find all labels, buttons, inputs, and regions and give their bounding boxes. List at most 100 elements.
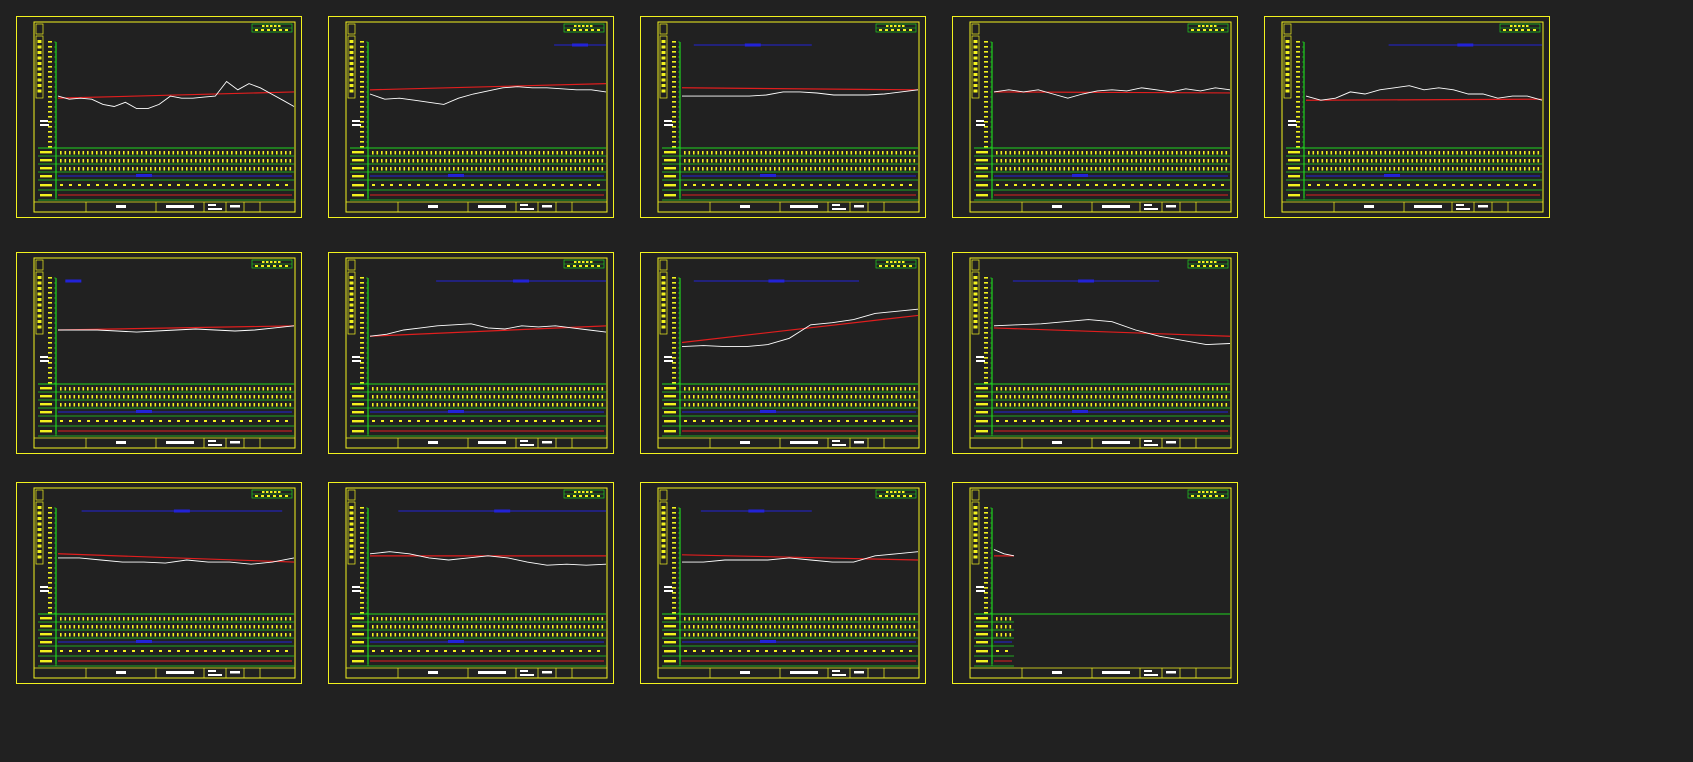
- tick-label: [672, 101, 676, 103]
- table-cell-text: [258, 167, 260, 171]
- table-cell-text: [814, 403, 817, 407]
- table-cell-text: [769, 625, 772, 629]
- table-cell-text: [204, 420, 207, 422]
- tick-label: [672, 56, 676, 58]
- table-cell-text: [1225, 167, 1228, 171]
- table-cell-text: [390, 159, 392, 163]
- scale-note: [352, 586, 360, 588]
- table-cell-text: [1140, 151, 1142, 155]
- table-cell-text: [900, 403, 902, 407]
- drawing-sheet[interactable]: [16, 482, 322, 698]
- table-cell-text: [258, 420, 261, 422]
- table-cell-text: [457, 403, 460, 407]
- table-cell-text: [145, 387, 148, 391]
- table-cell-text: [547, 395, 550, 399]
- table-cell-text: [213, 403, 215, 407]
- table-cell-text: [1131, 151, 1133, 155]
- table-cell-text: [697, 617, 700, 621]
- tick-label: [360, 372, 364, 374]
- table-cell-text: [697, 159, 700, 163]
- table-cell-text: [1140, 167, 1142, 171]
- table-cell-text: [421, 633, 424, 637]
- table-cell-text: [792, 159, 794, 163]
- table-cell-text: [390, 617, 392, 621]
- table-cell-text: [276, 617, 278, 621]
- table-cell-text: [493, 395, 496, 399]
- table-cell-text: [525, 633, 527, 637]
- table-cell-text: [792, 395, 794, 399]
- table-cell-text: [715, 633, 718, 637]
- table-cell-text: [87, 403, 89, 407]
- title-glyph: [37, 303, 42, 307]
- table-cell-text: [1032, 395, 1034, 399]
- stamp-glyph: [1515, 29, 1518, 31]
- table-cell-text: [868, 617, 871, 621]
- drawing-sheet[interactable]: [952, 252, 1258, 468]
- table-cell-text: [489, 650, 492, 652]
- table-cell-text: [588, 633, 590, 637]
- drawing-sheet[interactable]: [952, 16, 1258, 232]
- table-cell-text: [190, 625, 193, 629]
- table-cell-text: [1050, 151, 1052, 155]
- table-cell-text: [1312, 151, 1315, 155]
- table-cell-text: [1086, 184, 1089, 186]
- drawing-sheet[interactable]: [1264, 16, 1570, 232]
- table-cell-text: [760, 617, 763, 621]
- table-cell-text: [471, 151, 473, 155]
- drawing-sheet[interactable]: [328, 252, 634, 468]
- table-cell-text: [583, 625, 586, 629]
- row-label-glyph: [976, 650, 988, 653]
- drawing-sheet[interactable]: [640, 482, 946, 698]
- table-cell-text: [1447, 151, 1450, 155]
- table-cell-text: [1104, 420, 1107, 422]
- table-cell-text: [774, 159, 776, 163]
- row-label-glyph: [352, 650, 364, 653]
- tick-label: [48, 582, 52, 584]
- table-cell-text: [412, 625, 415, 629]
- table-cell-text: [520, 625, 523, 629]
- table-cell-text: [1005, 159, 1007, 163]
- table-cell-text: [96, 159, 98, 163]
- table-cell-text: [127, 633, 130, 637]
- table-cell-text: [733, 403, 736, 407]
- drawing-sheet[interactable]: [16, 252, 322, 468]
- table-cell-text: [579, 625, 581, 629]
- title-glyph: [973, 89, 978, 93]
- table-cell-text: [466, 633, 469, 637]
- row-label-glyph: [40, 159, 52, 162]
- tick-label: [984, 357, 988, 359]
- drawing-sheet[interactable]: [328, 482, 634, 698]
- table-cell-text: [376, 151, 379, 155]
- table-cell-text: [1474, 159, 1477, 163]
- table-cell-text: [900, 395, 902, 399]
- table-cell-text: [1014, 403, 1016, 407]
- table-cell-text: [1371, 184, 1374, 186]
- table-cell-text: [1479, 167, 1481, 171]
- table-cell-text: [498, 650, 501, 652]
- drawing-sheet[interactable]: [16, 16, 322, 232]
- table-cell-text: [475, 387, 478, 391]
- table-cell-text: [385, 387, 388, 391]
- title-block-text: [208, 444, 222, 446]
- drawing-sheet[interactable]: [952, 482, 1258, 698]
- drawing-sheet[interactable]: [640, 16, 946, 232]
- table-cell-text: [1203, 403, 1205, 407]
- drawing-sheet[interactable]: [640, 252, 946, 468]
- table-cell-text: [1126, 151, 1129, 155]
- table-cell-text: [886, 633, 889, 637]
- table-cell-text: [877, 159, 880, 163]
- ground-profile-line: [993, 319, 1231, 346]
- drawing-sheet[interactable]: [328, 16, 634, 232]
- scale-note: [976, 356, 984, 358]
- table-cell-text: [1167, 151, 1169, 155]
- table-cell-text: [217, 151, 220, 155]
- table-cell-text: [891, 625, 893, 629]
- table-cell-text: [276, 395, 278, 399]
- table-cell-text: [240, 387, 242, 391]
- tick-label: [1296, 111, 1300, 113]
- table-cell-text: [163, 403, 166, 407]
- table-cell-text: [1225, 151, 1228, 155]
- scale-note: [40, 120, 48, 122]
- table-cell-text: [475, 625, 478, 629]
